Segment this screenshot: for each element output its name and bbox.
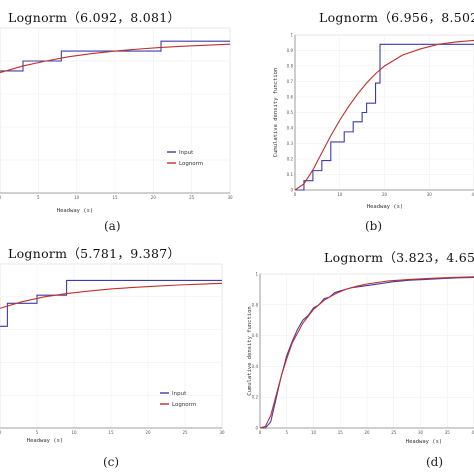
x-tick-label: 25 [391,430,397,435]
legend-label: Input [179,150,194,156]
chart-svg-a: 0 5 10 15 20 25 30 Headway (s) Input Lognorm [0,27,233,214]
x-tick-label: 5 [285,430,288,435]
x-tick-label: 5 [37,195,40,200]
series-line-lognorm-a [0,43,231,74]
y-tick-label: 0.8 [252,302,259,307]
y-tick-label: 0.5 [287,110,294,115]
series-line-lognorm-d [259,276,474,429]
x-tick-label: 10 [311,430,317,435]
y-tick-label: 1 [255,272,258,277]
chart-sublabel-d: (d) [426,455,444,469]
chart-title-b: Lognorm（6.956，8.502） [319,10,474,25]
y-tick-label: 0 [255,426,258,431]
x-tick-label: 0 [0,430,2,435]
x-tick-label: 0 [294,192,297,197]
x-axis-label: Headway (s) [367,204,403,210]
x-tick-label: 20 [151,195,157,200]
series-line-input-a [0,40,230,72]
y-tick-label: 0.2 [252,395,259,400]
chart-title-c: Lognorm（5.781，9.387） [8,246,181,261]
x-tick-label: 15 [108,430,114,435]
y-tick-label: 0.6 [252,333,259,338]
x-tick-label: 40 [471,430,474,435]
chart-sublabel-a: (a) [104,219,121,233]
chart-svg-c: 0 5 10 15 20 25 30 Headway (s) Input Lognorm [0,263,225,444]
series-line-lognorm-b [294,39,474,191]
y-tick-label: 0.4 [252,364,259,369]
x-tick-label: 0 [0,195,2,200]
x-tick-label: 0 [259,430,262,435]
x-tick-label: 15 [338,430,344,435]
y-tick-label: 0.1 [287,172,294,177]
y-tick-label: 0.3 [287,141,294,146]
y-tick-label: 0.7 [287,79,294,84]
chart-panel-d: Lognorm（3.823，4.65 051015202530354000.20… [237,237,474,474]
chart-title-d: Lognorm（3.823，4.65 [324,250,474,265]
y-tick-label: 0.4 [287,126,294,131]
chart-sublabel-c: (c) [103,455,120,469]
y-tick-label: 1 [290,33,293,38]
chart-title-a: Lognorm（6.092，8.081） [8,10,181,25]
x-tick-label: 20 [145,430,151,435]
y-tick-label: 0.8 [287,64,294,69]
x-tick-label: 10 [337,192,343,197]
y-tick-label: 0 [290,188,293,193]
chart-panel-b: Lognorm（6.956，8.502） 0 10 20 30 40 0 0.1 0.2 0.3… [237,0,474,237]
x-tick-label: 30 [219,430,225,435]
x-tick-label: 10 [71,430,77,435]
y-axis-label: Cumulative density function [247,306,253,395]
x-axis-label: Headway (s) [406,439,442,445]
y-tick-label: 0.6 [287,95,294,100]
y-tick-label: 0.2 [287,157,294,162]
legend-label: Input [172,391,187,397]
series-line-input-c [0,279,222,327]
legend-label: Lognorm [179,161,203,167]
y-axis-label: Cumulative density function [273,68,279,157]
chart-panel-a: Lognorm（6.092，8.081） 0 5 10 15 20 25 30 Headway… [0,0,237,237]
x-tick-label: 35 [445,430,451,435]
x-axis-label: Headway (s) [27,438,63,444]
x-tick-label: 25 [189,195,195,200]
x-tick-label: 25 [182,430,188,435]
x-tick-label: 40 [471,192,474,197]
x-tick-label: 5 [36,430,39,435]
x-tick-label: 10 [74,195,80,200]
x-tick-label: 30 [427,192,433,197]
chart-sublabel-b: (b) [365,219,383,233]
y-tick-label: 0.9 [287,48,294,53]
x-tick-label: 30 [227,195,233,200]
chart-svg-d: 0 5 10 15 20 25 30 35 40 0 0.2 0.4 0.6 0.8 1 Headway (s… [247,272,474,445]
series-line-input-b [295,43,474,191]
x-axis-label: Headway (s) [57,208,93,214]
x-tick-label: 15 [112,195,118,200]
legend-label: Lognorm [172,402,196,408]
x-tick-label: 30 [418,430,424,435]
x-tick-label: 20 [364,430,370,435]
series-line-lognorm-c [0,282,223,309]
chart-svg-b: 0 10 20 30 40 0 0.1 0.2 0.3 0.4 0.5 0.6 0.7 0.8 0.9 1 He… [273,33,474,210]
chart-panel-c: Lognorm（5.781，9.387） 0 5 10 15 20 25 30 Headway… [0,237,237,474]
x-tick-label: 20 [382,192,388,197]
